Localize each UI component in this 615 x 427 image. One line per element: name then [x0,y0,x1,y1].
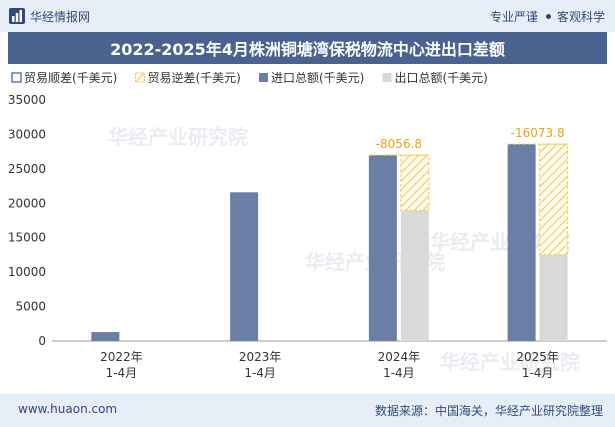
x-tick-label: 1-4月 [106,366,138,380]
import-bar [368,155,397,341]
y-tick-label: 10000 [8,265,46,279]
import-bar [507,144,536,341]
legend-swatch [11,72,22,83]
y-tick-label: 30000 [8,127,46,141]
tagline-right: 客观科学 [556,9,605,24]
y-tick-label: 20000 [8,196,46,210]
deficit-data-label: -8056.8 [376,137,422,151]
legend-label: 贸易逆差(千美元) [148,70,241,85]
dot-separator-icon [545,13,551,19]
import-bar [91,332,120,341]
legend-label: 出口总额(千美元) [395,71,488,85]
x-tick-label: 2025年 [516,350,559,364]
legend-label: 进口总额(千美元) [271,71,364,85]
chart-title: 2022-2025年4月株洲铜塘湾保税物流中心进出口差额 [8,32,607,64]
y-tick-label: 5000 [15,300,46,314]
legend-swatch [135,72,145,83]
y-tick-label: 25000 [8,162,46,176]
export-bar [539,254,568,341]
brand[interactable]: 华经情报网 [8,6,90,26]
chart-area: 华经产业研究院华经产业研究院华经产业研究院华经产业研究院050001000015… [8,70,607,380]
x-tick-label: 1-4月 [522,366,554,380]
deficit-bar [539,143,569,256]
export-bar [400,210,429,341]
tagline-left: 专业严谨 [489,9,538,24]
import-bar [230,192,259,341]
top-bar: 华经情报网 专业严谨 客观科学 [0,0,615,32]
footer: www.huaon.com 数据来源：中国海关，华经产业研究院整理 [0,394,615,427]
x-tick-label: 1-4月 [383,366,415,380]
tagline: 专业严谨 客观科学 [490,6,605,26]
deficit-data-label: -16073.8 [511,126,565,140]
website-link[interactable]: www.huaon.com [18,402,118,416]
y-tick-label: 0 [38,334,46,348]
legend-swatch [382,73,392,82]
x-tick-label: 2023年 [239,350,282,364]
watermark: 华经产业研究院 [440,350,580,374]
data-source: 数据来源：中国海关，华经产业研究院整理 [374,404,603,418]
x-tick-label: 2024年 [378,350,421,364]
brand-name: 华经情报网 [30,9,91,24]
y-tick-label: 15000 [8,231,46,245]
x-tick-label: 2022年 [100,350,143,364]
legend-swatch [259,73,268,82]
huajing-logo-icon [9,8,25,24]
legend-label: 贸易顺差(千美元) [24,71,117,85]
x-tick-label: 1-4月 [244,366,276,380]
deficit-bar [400,154,430,212]
watermark: 华经产业研究院 [108,125,248,149]
y-tick-label: 35000 [8,93,46,107]
